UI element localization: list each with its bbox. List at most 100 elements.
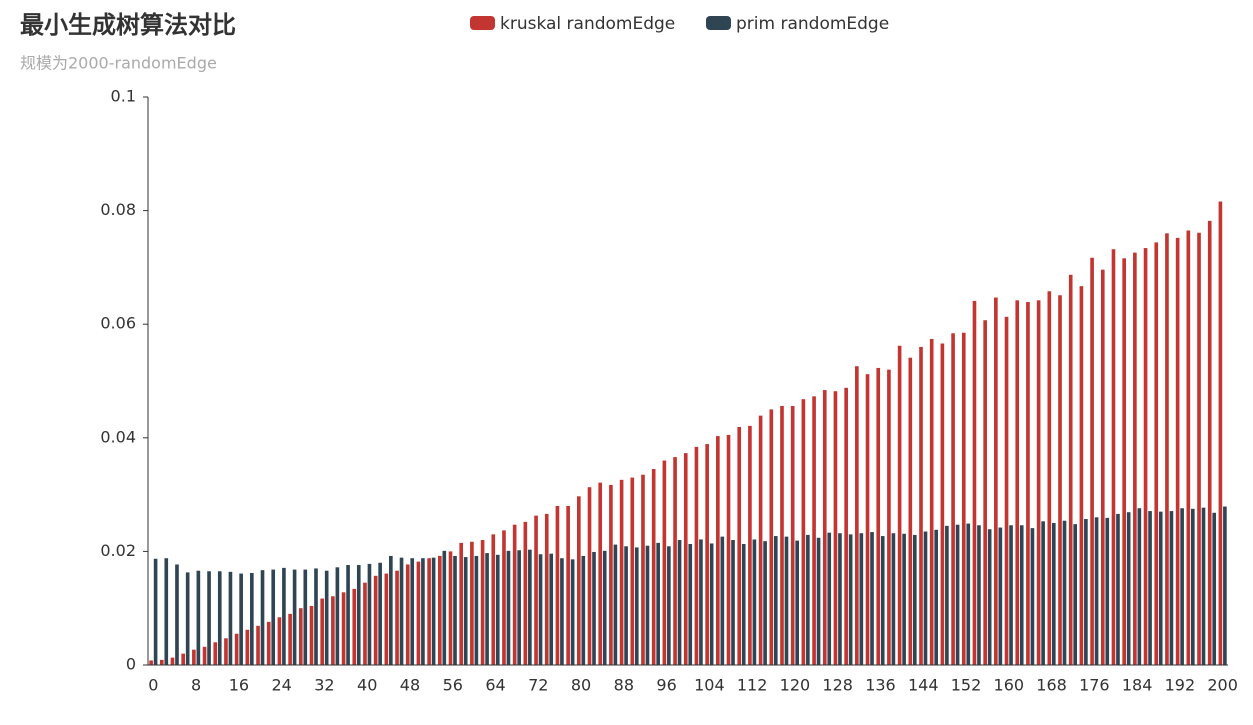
bar	[720, 536, 725, 665]
bar	[341, 592, 346, 665]
bar	[987, 529, 992, 665]
bar	[833, 391, 838, 665]
bar	[688, 544, 693, 665]
bar	[384, 573, 389, 665]
bar	[1019, 525, 1024, 665]
bar	[812, 396, 816, 665]
bar	[213, 642, 218, 665]
bar	[239, 573, 243, 665]
y-tick-label: 0.06	[100, 314, 136, 333]
bar	[266, 621, 271, 665]
bar	[683, 453, 688, 665]
bar	[459, 542, 464, 665]
bar	[1122, 258, 1126, 665]
bar	[887, 369, 891, 665]
y-tick-label: 0.02	[100, 541, 136, 560]
x-tick-label: 48	[400, 676, 420, 695]
bar	[731, 540, 735, 665]
bar	[630, 477, 635, 665]
bar	[699, 539, 703, 665]
bar	[870, 532, 874, 665]
bar	[153, 558, 158, 665]
legend-swatch[interactable]	[706, 16, 731, 30]
bar	[282, 567, 286, 665]
bar	[1079, 286, 1084, 665]
bar	[1015, 300, 1020, 665]
x-tick-label: 144	[908, 676, 939, 695]
bar	[356, 565, 361, 665]
bar	[1223, 506, 1227, 665]
bar	[902, 533, 906, 665]
legend-label[interactable]: prim randomEdge	[736, 14, 889, 34]
x-tick-label: 88	[614, 676, 634, 695]
bar	[1036, 300, 1041, 665]
bar	[1051, 523, 1056, 665]
bar	[566, 505, 570, 665]
x-tick-label: 192	[1165, 676, 1196, 695]
bar	[934, 529, 939, 665]
bar	[716, 436, 720, 665]
x-tick-label: 80	[571, 676, 591, 695]
bar	[855, 366, 859, 665]
bar	[581, 555, 586, 665]
bar	[437, 555, 442, 665]
x-tick-label: 32	[314, 676, 334, 695]
bar	[395, 570, 399, 665]
x-tick-label: 120	[780, 676, 811, 695]
x-tick-label: 8	[191, 676, 201, 695]
bar	[245, 629, 250, 665]
bar	[667, 546, 671, 665]
bar	[624, 546, 628, 665]
bar	[271, 569, 276, 665]
bar	[795, 540, 799, 665]
bar	[1094, 517, 1099, 665]
bar	[453, 555, 457, 665]
bar	[405, 564, 410, 665]
bar	[277, 617, 282, 665]
bar	[538, 554, 543, 665]
bar	[175, 564, 179, 665]
x-tick-label: 72	[528, 676, 548, 695]
bar	[1111, 249, 1116, 665]
bar	[373, 575, 378, 665]
y-tick-label: 0.08	[100, 200, 136, 219]
bar	[335, 567, 340, 665]
bar	[1212, 512, 1217, 665]
bar	[159, 659, 164, 665]
bar	[891, 533, 896, 665]
bar	[1073, 524, 1078, 665]
x-tick-label: 0	[148, 676, 158, 695]
bar	[1148, 511, 1152, 665]
bar	[1090, 257, 1094, 665]
bar	[192, 649, 196, 665]
bar	[880, 536, 885, 665]
bar	[1169, 511, 1174, 665]
bar	[1218, 201, 1223, 665]
bar	[1137, 508, 1142, 665]
bar	[1058, 295, 1062, 665]
bar	[951, 333, 955, 665]
bar	[806, 534, 810, 665]
bar	[470, 541, 474, 665]
bar	[196, 570, 201, 665]
bar	[1175, 237, 1180, 665]
bar	[314, 568, 318, 665]
legend-label[interactable]: kruskal randomEdge	[500, 14, 675, 34]
bar	[780, 405, 784, 665]
bar	[288, 613, 292, 665]
bar	[838, 533, 842, 665]
legend-swatch[interactable]	[470, 16, 495, 30]
bar	[1158, 511, 1163, 665]
bar	[790, 405, 795, 665]
bar	[705, 444, 709, 665]
bar	[570, 559, 575, 665]
bar	[309, 605, 314, 665]
bar	[185, 572, 190, 665]
bar	[416, 561, 421, 665]
bar	[463, 557, 468, 665]
bar	[1026, 302, 1030, 665]
bar	[1030, 528, 1035, 665]
x-tick-label: 64	[485, 676, 505, 695]
bar	[448, 551, 453, 665]
bar	[651, 469, 656, 665]
